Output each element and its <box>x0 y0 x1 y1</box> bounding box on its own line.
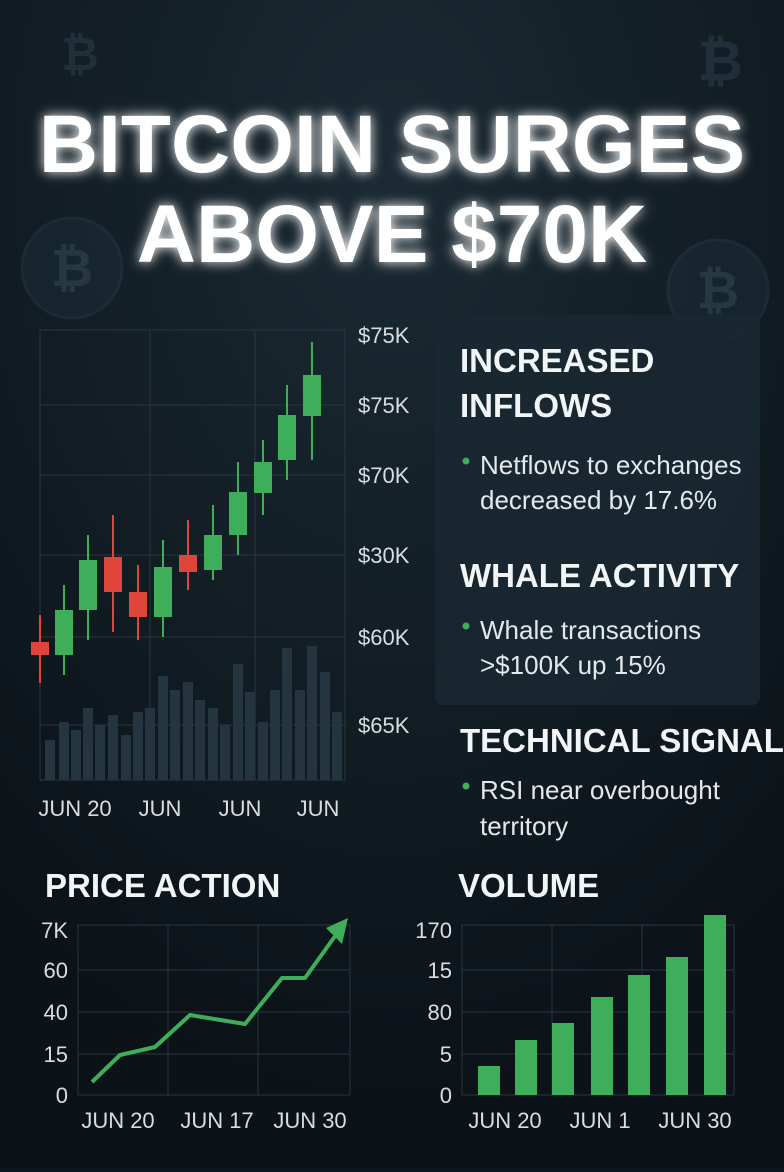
section-heading: TECHNICAL SIGNALS <box>460 722 784 759</box>
volume-bar <box>45 740 55 780</box>
y-tick-label: 170 <box>415 918 452 943</box>
info-panel <box>435 315 760 705</box>
volume-column <box>704 915 726 1095</box>
y-tick-label: 40 <box>44 1000 68 1025</box>
volume-column <box>478 1066 500 1095</box>
svg-text:₿: ₿ <box>697 261 739 321</box>
y-tick-label: 7K <box>41 918 68 943</box>
volume-bar <box>59 722 69 780</box>
section-heading: INCREASED <box>460 342 654 379</box>
candle-body <box>179 555 197 572</box>
y-tick-label: $30K <box>358 543 410 568</box>
volume-bar <box>121 735 131 780</box>
candle-body <box>31 642 49 655</box>
candle-body <box>204 535 222 570</box>
bullet <box>462 782 470 790</box>
volume-column <box>591 997 613 1095</box>
y-tick-label: $75K <box>358 393 410 418</box>
volume-bar <box>195 700 205 780</box>
y-tick-label: 15 <box>428 958 452 983</box>
y-tick-label: 60 <box>44 958 68 983</box>
x-tick-label: JUN 17 <box>180 1108 253 1133</box>
volume-bar <box>108 715 118 780</box>
title-line: ABOVE $70K <box>137 189 647 280</box>
x-tick-label: JUN 20 <box>38 796 111 821</box>
volume-bar <box>233 664 243 780</box>
volume-bar <box>133 712 143 780</box>
x-tick-label: JUN <box>139 796 182 821</box>
y-tick-label: $65K <box>358 713 410 738</box>
y-tick-label: 15 <box>44 1042 68 1067</box>
volume-bar <box>95 725 105 780</box>
candle-body <box>129 592 147 617</box>
volume-bar <box>295 690 305 780</box>
svg-text:₿: ₿ <box>51 239 93 299</box>
chart-title: VOLUME <box>458 867 599 904</box>
svg-text:₿: ₿ <box>697 29 743 94</box>
volume-bar <box>258 722 268 780</box>
volume-bar <box>320 672 330 780</box>
volume-bar <box>183 682 193 780</box>
volume-bar <box>270 690 280 780</box>
y-tick-label: 0 <box>56 1083 68 1108</box>
x-tick-label: JUN 30 <box>273 1108 346 1133</box>
volume-bar <box>307 646 317 780</box>
x-tick-label: JUN 20 <box>81 1108 154 1133</box>
svg-text:₿: ₿ <box>61 27 99 81</box>
volume-bar <box>145 708 155 780</box>
y-tick-label: $60K <box>358 625 410 650</box>
volume-bar <box>158 676 168 780</box>
price-line <box>90 930 340 1084</box>
price-arrow <box>326 918 348 944</box>
bullet-text: Netflows to exchanges <box>480 450 742 480</box>
bullet-text: RSI near overbought <box>480 775 721 805</box>
x-tick-label: JUN 1 <box>569 1108 630 1133</box>
volume-column <box>515 1040 537 1095</box>
volume-bar <box>220 725 230 780</box>
volume-bar <box>208 708 218 780</box>
volume-bar <box>282 648 292 780</box>
x-tick-label: JUN 30 <box>658 1108 731 1133</box>
bullet-text: Whale transactions <box>480 615 701 645</box>
volume-column <box>628 975 650 1095</box>
section-heading: WHALE ACTIVITY <box>460 557 739 594</box>
bullet <box>462 622 470 630</box>
title-line: BITCOIN SURGES <box>39 99 745 190</box>
volume-bar <box>83 708 93 780</box>
candle-body <box>79 560 97 610</box>
candle-body <box>254 462 272 493</box>
y-tick-label: 0 <box>440 1083 452 1108</box>
candle-body <box>55 610 73 655</box>
bullet-text: >$100K up 15% <box>480 650 666 680</box>
y-tick-label: 80 <box>428 1000 452 1025</box>
y-tick-label: $70K <box>358 463 410 488</box>
x-tick-label: JUN <box>297 796 340 821</box>
bullet <box>462 457 470 465</box>
candle-body <box>278 415 296 460</box>
candle-body <box>229 492 247 535</box>
y-tick-label: 5 <box>440 1042 452 1067</box>
bullet-text: territory <box>480 811 568 841</box>
volume-bar <box>245 692 255 780</box>
volume-bar <box>332 712 342 780</box>
volume-column <box>552 1023 574 1095</box>
candle-body <box>104 557 122 592</box>
section-heading: INFLOWS <box>460 387 612 424</box>
chart-frame <box>77 924 351 1096</box>
chart-title: PRICE ACTION <box>45 867 280 904</box>
candle-body <box>303 375 321 416</box>
y-tick-label: $75K <box>358 323 410 348</box>
volume-bar <box>170 690 180 780</box>
volume-column <box>666 957 688 1095</box>
candle-body <box>154 567 172 617</box>
bullet-text: decreased by 17.6% <box>480 485 717 515</box>
x-tick-label: JUN 20 <box>468 1108 541 1133</box>
volume-bar <box>71 730 81 780</box>
x-tick-label: JUN <box>219 796 262 821</box>
